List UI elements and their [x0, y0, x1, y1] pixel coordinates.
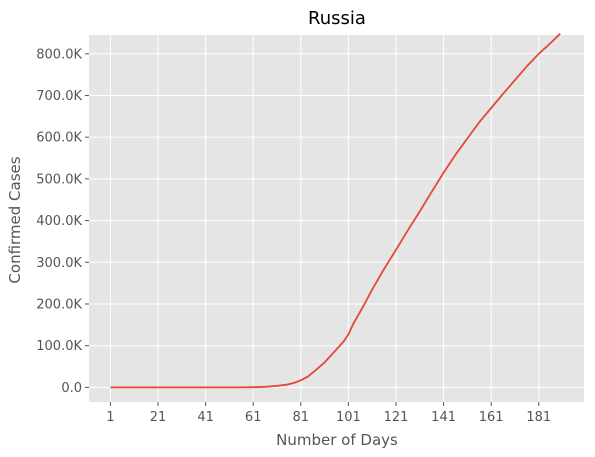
y-tick-label: 800.0K — [36, 47, 82, 62]
y-axis-label: Confirmed Cases — [6, 156, 24, 283]
y-tick-label: 700.0K — [36, 89, 82, 104]
x-axis-label: Number of Days — [276, 431, 398, 449]
y-tick-label: 500.0K — [36, 172, 82, 187]
x-tick-label: 161 — [479, 410, 504, 425]
x-tick-label: 81 — [293, 410, 310, 425]
x-tick-label: 181 — [526, 410, 551, 425]
x-tick-label: 61 — [245, 410, 262, 425]
series-layer — [110, 33, 561, 389]
plot-area — [89, 35, 584, 402]
x-tick-label: 101 — [336, 410, 361, 425]
y-tick-label: 100.0K — [36, 339, 82, 354]
series-line — [110, 33, 561, 389]
x-tick-label: 141 — [431, 410, 456, 425]
x-tick-label: 21 — [150, 410, 167, 425]
chart-title: Russia — [308, 8, 366, 29]
x-tick-label: 41 — [197, 410, 214, 425]
y-tick-label: 0.0 — [61, 381, 82, 396]
x-axis: 1 21 41 61 81 101 121 141 161 181 — [106, 402, 551, 425]
x-tick-label: 1 — [106, 410, 114, 425]
y-tick-label: 600.0K — [36, 131, 82, 146]
x-tick-label: 121 — [384, 410, 409, 425]
y-tick-label: 300.0K — [36, 256, 82, 271]
y-tick-label: 200.0K — [36, 297, 82, 312]
y-axis: 0.0 100.0K 200.0K 300.0K 400.0K 500.0K 600.0K 7… — [36, 47, 89, 396]
y-tick-label: 400.0K — [36, 214, 82, 229]
